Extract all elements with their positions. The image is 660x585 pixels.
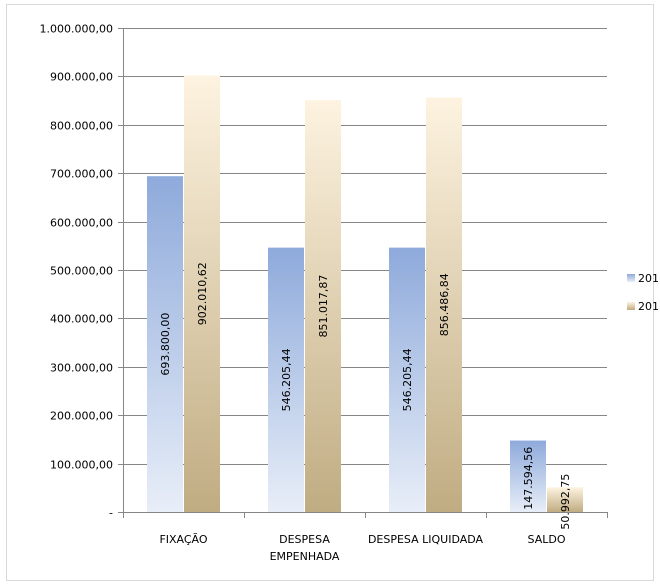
bar bbox=[547, 487, 583, 512]
bar bbox=[426, 97, 462, 512]
y-tick-label: 500.000,00 bbox=[50, 265, 113, 278]
data-labels: 693.800,00 546.205,44 546.205,44 147.594,56… bbox=[159, 262, 572, 529]
y-tick-label: 900.000,00 bbox=[50, 71, 113, 84]
legend: 201 201 bbox=[627, 272, 659, 313]
category-label: EMPENHADA bbox=[270, 550, 340, 563]
bar bbox=[147, 176, 183, 512]
data-label: 546.205,44 bbox=[401, 348, 414, 411]
axes: - 100.000,00 200.000,00 300.000,00 400.000,0… bbox=[40, 23, 608, 563]
category-label: DESPESA bbox=[279, 533, 330, 546]
y-tick-label: 400.000,00 bbox=[50, 313, 113, 326]
y-tick-label: 800.000,00 bbox=[50, 120, 113, 133]
data-label: 693.800,00 bbox=[159, 313, 172, 376]
y-tick-label: 600.000,00 bbox=[50, 217, 113, 230]
category-label: DESPESA LIQUIDADA bbox=[368, 533, 484, 546]
data-label: 902.010,62 bbox=[196, 262, 209, 325]
bar bbox=[389, 247, 425, 512]
category-label: FIXAÇÃO bbox=[159, 533, 207, 546]
bar bbox=[184, 75, 220, 513]
y-tick-label: 700.000,00 bbox=[50, 168, 113, 181]
y-tick-label: 300.000,00 bbox=[50, 362, 113, 375]
y-tick-label: 1.000.000,00 bbox=[40, 23, 113, 36]
bar bbox=[510, 440, 546, 512]
data-label: 856.486,84 bbox=[438, 273, 451, 336]
y-tick-label: 200.000,00 bbox=[50, 410, 113, 423]
legend-label: 201 bbox=[638, 272, 659, 285]
data-label: 851.017,87 bbox=[317, 275, 330, 338]
legend-swatch bbox=[627, 302, 635, 310]
data-label: 546.205,44 bbox=[280, 348, 293, 411]
bars bbox=[147, 75, 583, 513]
y-tick-label: - bbox=[109, 507, 113, 520]
bar bbox=[305, 100, 341, 512]
legend-label: 201 bbox=[638, 300, 659, 313]
category-label: SALDO bbox=[528, 533, 566, 546]
data-label: 50.992,75 bbox=[559, 474, 572, 530]
data-label: 147.594,56 bbox=[522, 447, 535, 510]
bar bbox=[268, 247, 304, 512]
y-tick-label: 100.000,00 bbox=[50, 459, 113, 472]
legend-swatch bbox=[627, 274, 635, 282]
